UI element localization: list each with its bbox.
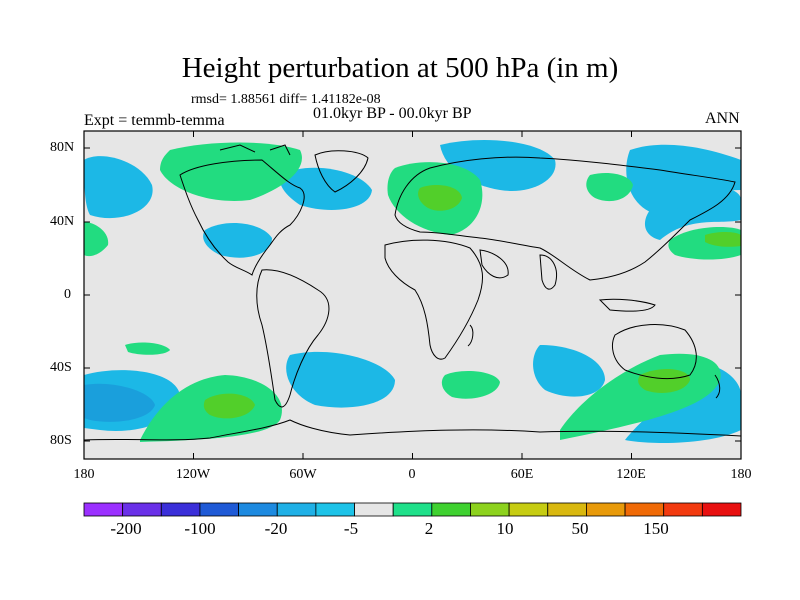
positive-anomaly-region [586,173,633,202]
coastline-india [539,254,557,290]
lon-label-180w: 180 [73,467,95,482]
colorbar-swatch [701,502,742,517]
colorbar-swatch [508,502,549,517]
colorbar-label: 10 [496,519,514,538]
negative-anomaly-region [286,351,395,408]
colorbar-swatch [315,502,355,517]
coastline-africa [384,239,483,360]
colorbar-swatch [392,502,433,517]
colorbar-swatch [160,502,201,517]
coastline-australia [612,324,697,380]
colorbar-swatch [624,502,665,517]
lat-label-equator: 0 [64,287,71,302]
lon-label-60w: 60W [289,467,317,482]
positive-anomaly-core [203,393,255,419]
colorbar-label: 50 [571,519,589,538]
season-label: ANN [705,110,740,127]
negative-anomaly-core [84,383,155,422]
period-label: 01.0kyr BP - 00.0kyr BP [313,105,472,122]
coastline-south-america [256,269,330,408]
coastline-north-america [179,159,305,276]
lat-label-40n: 40N [50,214,75,229]
coastline-antarctica [84,419,741,441]
colorbar-label: -5 [343,519,359,538]
colorbar-label: -100 [184,519,216,538]
colorbar-swatch [354,502,394,517]
axis-ticks [83,131,742,459]
stats-line: rmsd= 1.88561 diff= 1.41182e-08 [191,92,381,107]
coastline-new-zealand [714,374,721,399]
anomaly-fields [84,140,741,443]
lon-label-0: 0 [408,467,416,482]
coastline-maritime-asia [598,298,656,312]
colorbar-label: 150 [643,519,669,538]
negative-anomaly-region [84,156,153,219]
negative-anomaly-region [279,167,372,210]
negative-anomaly-region [626,144,741,215]
lat-label-40s: 40S [50,360,72,375]
experiment-label: Expt = temmb-temma [84,112,225,129]
lat-label-80s: 80S [50,433,72,448]
colorbar-swatch [586,502,626,517]
positive-anomaly-region [125,342,170,355]
lon-label-180e: 180 [730,467,752,482]
negative-anomaly-region [203,223,272,258]
coastlines [84,144,741,441]
negative-anomaly-region [533,345,605,397]
colorbar-swatch [431,502,471,517]
lon-label-60e: 60E [510,467,534,482]
colorbar [83,502,742,517]
colorbar-swatch [276,502,317,517]
positive-anomaly-core [418,185,462,211]
colorbar-label: 2 [424,519,434,538]
chart-title: Height perturbation at 500 hPa (in m) [181,52,619,84]
colorbar-swatch [470,502,510,517]
coastline-arctic-islands [219,144,291,156]
positive-anomaly-core [638,368,690,393]
lat-label-80n: 80N [50,140,75,155]
coastline-greenland [314,150,369,193]
colorbar-swatch [83,502,124,517]
positive-anomaly-core [705,232,741,247]
coastline-arabia [479,249,509,279]
colorbar-swatch [663,502,703,517]
positive-anomaly-region [160,142,302,201]
coastline-madagascar [467,324,474,347]
colorbar-swatch [122,502,162,517]
colorbar-swatch [547,502,587,517]
colorbar-swatch [238,502,278,517]
coastline-eurasia [394,156,736,281]
colorbar-label: -200 [110,519,142,538]
positive-anomaly-region [84,222,109,257]
lon-label-120e: 120E [616,467,646,482]
colorbar-label: -20 [264,519,288,538]
colorbar-swatch [199,502,239,517]
positive-anomaly-region [441,370,500,399]
lon-label-120w: 120W [175,467,211,482]
